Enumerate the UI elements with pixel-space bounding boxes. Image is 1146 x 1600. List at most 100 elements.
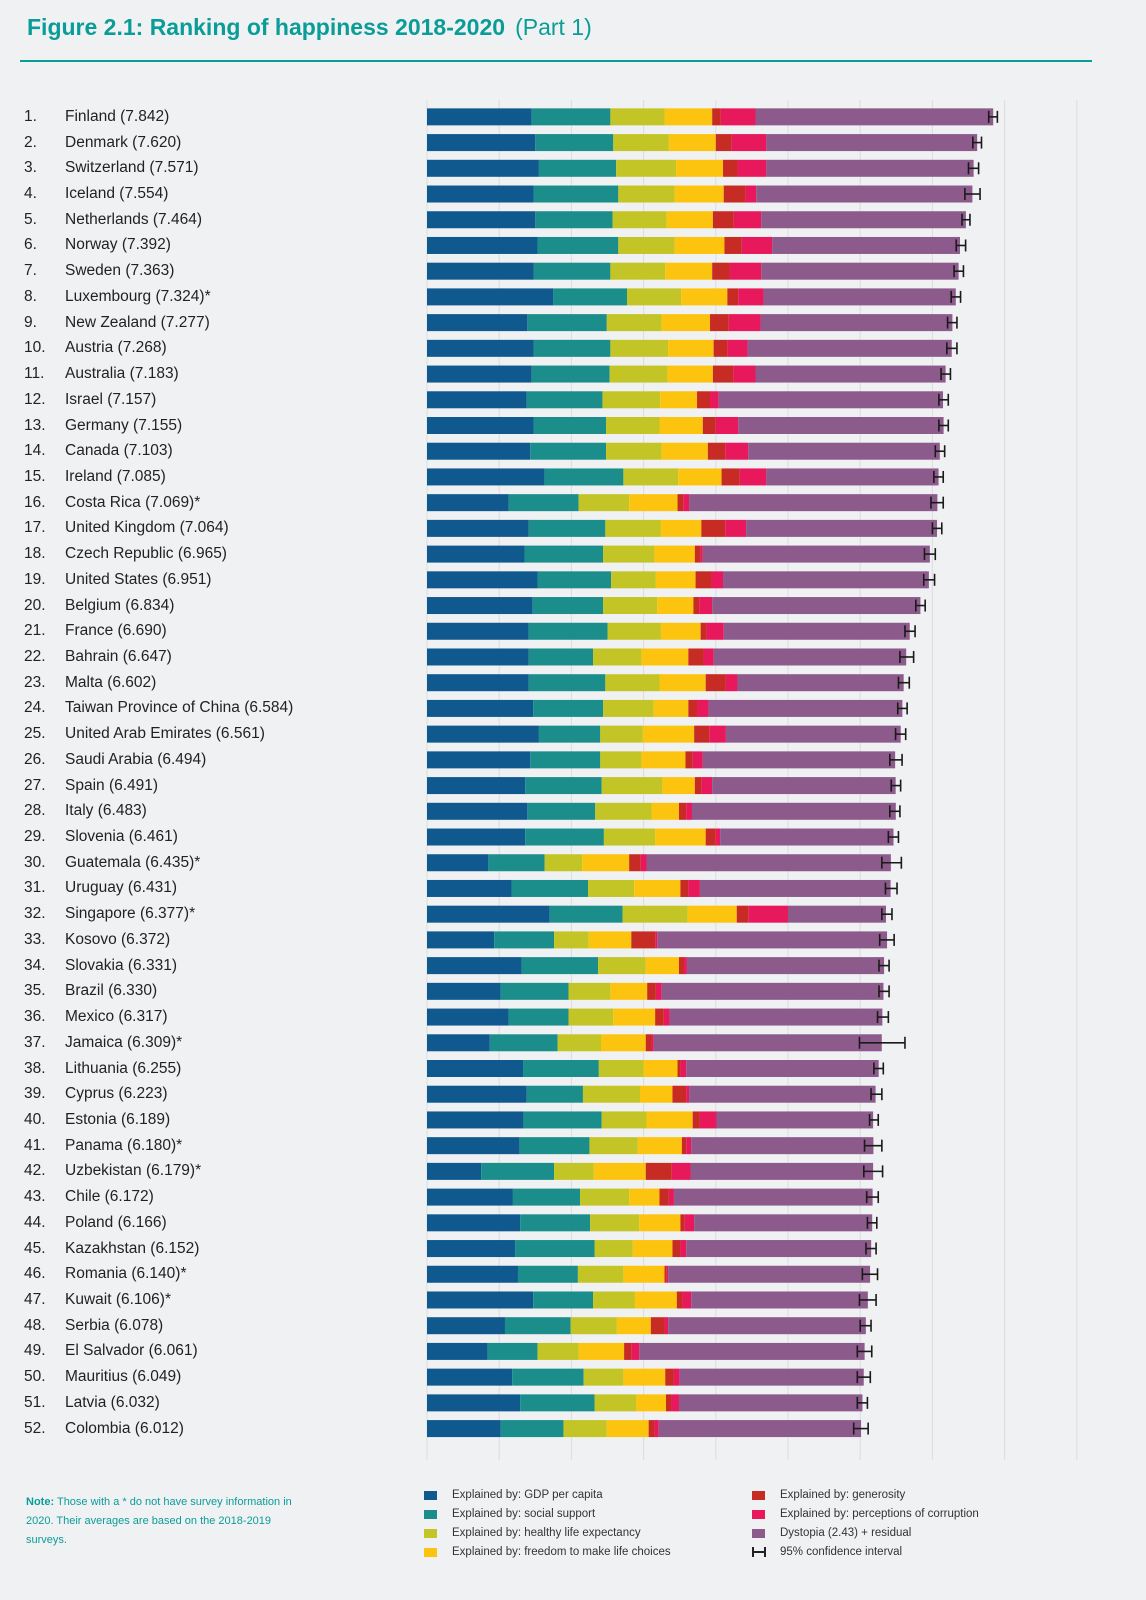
rank-number: 32. xyxy=(24,905,46,923)
bar-row xyxy=(427,1368,864,1386)
rank-number: 41. xyxy=(24,1136,46,1154)
bar-segment-gdp xyxy=(427,802,528,820)
bar-segment-generosity xyxy=(723,159,738,177)
bar-segment-generosity xyxy=(692,1111,700,1129)
bar-segment-life-expectancy xyxy=(626,288,682,306)
bar-segment-gdp xyxy=(427,417,534,434)
bar-segment-freedom xyxy=(660,391,698,409)
bar-segment-dystopia xyxy=(723,571,929,589)
confidence-interval xyxy=(946,316,958,329)
bar-segment-freedom xyxy=(668,339,714,357)
bar-segment-corruption xyxy=(706,622,724,640)
bar-segment-life-expectancy xyxy=(601,777,663,795)
country-name: Kuwait (6.106)* xyxy=(65,1290,171,1308)
bar-segment-social-support xyxy=(533,339,611,357)
bar-segment-corruption xyxy=(686,1137,692,1155)
bar-segment-gdp xyxy=(427,957,522,975)
country-name: Iceland (7.554) xyxy=(65,185,169,203)
confidence-interval xyxy=(940,368,952,381)
country-name: Cyprus (6.223) xyxy=(65,1085,168,1103)
bar-segment-corruption xyxy=(680,1240,687,1258)
country-name: Finland (7.842) xyxy=(65,107,170,125)
bar-segment-generosity xyxy=(705,828,716,846)
bar-row xyxy=(427,674,904,692)
bar-segment-life-expectancy xyxy=(568,1008,614,1026)
bar-segment-life-expectancy xyxy=(577,1265,624,1283)
confidence-interval xyxy=(938,419,950,432)
bar-segment-dystopia xyxy=(702,751,896,769)
bar-segment-freedom xyxy=(660,519,702,537)
bar-segment-corruption xyxy=(671,1162,691,1180)
bar-segment-life-expectancy xyxy=(611,571,656,589)
bar-segment-generosity xyxy=(685,751,693,769)
bar-segment-dystopia xyxy=(657,931,888,949)
bar-segment-dystopia xyxy=(723,622,910,640)
bar-segment-corruption xyxy=(668,1188,674,1206)
rank-number: 16. xyxy=(24,493,46,511)
bar-segment-corruption xyxy=(666,1265,669,1283)
bar-segment-gdp xyxy=(427,905,550,923)
bar-segment-corruption xyxy=(725,442,749,460)
bar-segment-life-expectancy xyxy=(622,905,688,923)
bar-segment-corruption xyxy=(692,751,703,769)
bar-segment-dystopia xyxy=(686,1060,879,1077)
bar-segment-freedom xyxy=(634,879,681,897)
country-name: Romania (6.140)* xyxy=(65,1265,187,1283)
bar-row xyxy=(427,365,946,383)
bar-segment-corruption xyxy=(728,314,761,332)
bar-row xyxy=(427,1240,872,1258)
confidence-interval xyxy=(922,573,936,586)
bar-segment-dystopia xyxy=(788,905,886,923)
country-name: Denmark (7.620) xyxy=(65,133,182,151)
rank-number: 31. xyxy=(24,879,46,897)
bar-segment-freedom xyxy=(646,1111,693,1129)
country-name: Uruguay (6.431) xyxy=(65,879,178,897)
bar-segment-dystopia xyxy=(738,417,944,434)
confidence-interval xyxy=(861,1268,879,1281)
bar-segment-social-support xyxy=(553,288,627,306)
bar-segment-dystopia xyxy=(712,597,921,615)
bar-segment-gdp xyxy=(427,288,554,306)
country-name: Serbia (6.078) xyxy=(65,1316,164,1334)
bar-segment-generosity xyxy=(665,1368,674,1386)
bar-segment-generosity xyxy=(648,1420,655,1438)
confidence-interval xyxy=(889,753,903,766)
note-text: Those with a * do not have survey inform… xyxy=(26,1496,292,1546)
confidence-interval xyxy=(868,1113,880,1126)
bar-segment-social-support xyxy=(537,236,619,254)
rank-number: 39. xyxy=(24,1085,46,1103)
confidence-interval xyxy=(946,342,958,355)
bar-segment-social-support xyxy=(531,365,610,383)
bar-row xyxy=(427,1342,865,1360)
country-name: Malta (6.602) xyxy=(65,673,157,691)
bar-segment-gdp xyxy=(427,1188,513,1206)
bar-segment-gdp xyxy=(427,519,529,537)
bar-segment-social-support xyxy=(519,1137,590,1155)
confidence-interval xyxy=(961,213,971,226)
bar-segment-freedom xyxy=(623,1368,666,1386)
bar-segment-generosity xyxy=(694,777,702,795)
confidence-interval xyxy=(866,1216,878,1229)
bar-segment-life-expectancy xyxy=(610,339,669,357)
bar-row xyxy=(427,545,930,563)
bar-segment-life-expectancy xyxy=(578,494,630,512)
bar-segment-corruption xyxy=(655,931,658,949)
bar-segment-social-support xyxy=(533,417,607,434)
confidence-interval xyxy=(878,933,895,946)
country-name: Switzerland (7.571) xyxy=(65,159,199,177)
bar-segment-life-expectancy xyxy=(613,134,669,152)
rank-number: 50. xyxy=(24,1368,46,1386)
bar-segment-corruption xyxy=(739,468,767,486)
country-name: Ireland (7.085) xyxy=(65,467,166,485)
bar-segment-social-support xyxy=(525,777,602,795)
bar-segment-life-expectancy xyxy=(594,1394,637,1412)
bar-segment-dystopia xyxy=(763,288,956,306)
country-name: Kazakhstan (6.152) xyxy=(65,1239,200,1257)
rank-number: 13. xyxy=(24,416,46,434)
country-name: Norway (7.392) xyxy=(65,236,171,254)
figure-title-part: (Part 1) xyxy=(515,14,592,40)
rank-number: 18. xyxy=(24,545,46,563)
x-tick-label: 1 xyxy=(502,1458,508,1460)
bar-segment-gdp xyxy=(427,854,489,872)
bar-segment-social-support xyxy=(512,1188,581,1206)
